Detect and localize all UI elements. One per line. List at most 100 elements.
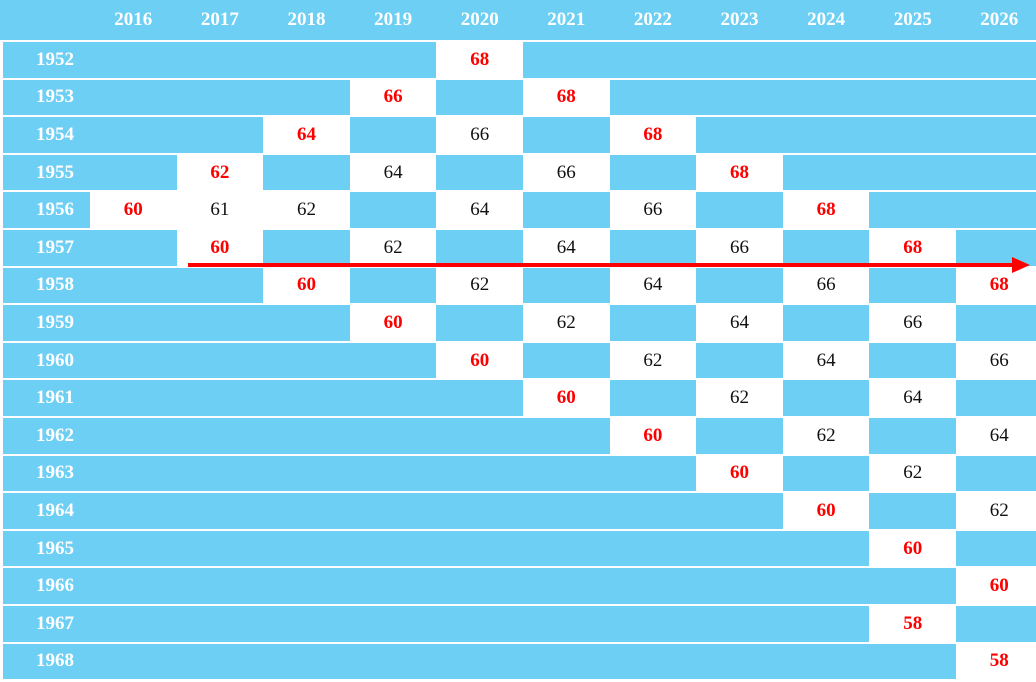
row-year-1954: 1954 <box>36 123 74 145</box>
empty-cell <box>176 380 264 416</box>
empty-cell <box>869 117 957 153</box>
age-value-cell: 58 <box>869 606 956 642</box>
empty-cell <box>782 230 870 266</box>
column-header-2023: 2023 <box>720 9 759 30</box>
age-value-cell: 60 <box>782 493 870 529</box>
empty-cell <box>523 530 611 567</box>
empty-cell <box>782 305 870 341</box>
header-row-background <box>0 0 1036 40</box>
empty-cell <box>782 79 870 116</box>
empty-cell <box>436 418 524 454</box>
empty-cell <box>263 606 351 642</box>
empty-cell <box>176 342 264 379</box>
row-year-1960: 1960 <box>36 349 74 371</box>
empty-cell <box>609 79 697 116</box>
column-header-2021: 2021 <box>547 9 586 30</box>
empty-cell <box>782 380 870 416</box>
empty-cell <box>176 643 264 680</box>
age-value-cell: 62 <box>349 230 437 266</box>
age-value-cell: 64 <box>263 117 350 153</box>
age-value-cell: 66 <box>609 192 697 228</box>
empty-cell <box>349 380 437 416</box>
empty-cell <box>436 530 524 567</box>
row-year-1966: 1966 <box>36 575 74 597</box>
empty-cell <box>349 606 437 642</box>
age-value-cell: 60 <box>609 418 697 454</box>
empty-cell <box>263 42 351 78</box>
age-value-cell: 66 <box>869 305 956 341</box>
empty-cell <box>609 568 697 604</box>
empty-cell <box>176 267 264 304</box>
age-value-cell: 68 <box>869 230 956 266</box>
empty-cell <box>956 192 1036 228</box>
empty-cell <box>609 42 697 78</box>
empty-cell <box>609 154 697 191</box>
empty-cell <box>782 455 870 492</box>
empty-cell <box>349 267 437 304</box>
empty-cell <box>90 493 178 529</box>
row-year-1953: 1953 <box>36 86 74 108</box>
row-label-cell <box>3 267 90 304</box>
empty-cell <box>696 192 784 228</box>
row-label-cell <box>3 117 90 153</box>
age-value-cell: 64 <box>436 192 523 228</box>
age-value-cell: 66 <box>696 230 783 266</box>
empty-cell <box>176 568 264 604</box>
empty-cell <box>782 643 870 680</box>
empty-cell <box>176 530 264 567</box>
empty-cell <box>523 267 611 304</box>
age-value-cell: 62 <box>176 154 264 191</box>
empty-cell <box>263 230 351 266</box>
empty-cell <box>436 79 524 116</box>
age-value-cell: 66 <box>782 267 870 304</box>
row-year-1959: 1959 <box>36 311 74 333</box>
empty-cell <box>523 568 611 604</box>
column-header-2017: 2017 <box>200 9 239 30</box>
row-year-1967: 1967 <box>36 612 74 634</box>
empty-cell <box>349 418 437 454</box>
empty-cell <box>609 606 697 642</box>
empty-cell <box>90 79 178 116</box>
age-value-cell: 66 <box>436 117 523 153</box>
empty-cell <box>523 493 611 529</box>
row-label-cell <box>3 42 90 78</box>
age-value-cell: 60 <box>176 230 264 266</box>
empty-cell <box>90 154 178 191</box>
empty-cell <box>349 455 437 492</box>
empty-cell <box>523 606 611 642</box>
empty-cell <box>349 568 437 604</box>
empty-cell <box>609 530 697 567</box>
empty-cell <box>696 117 784 153</box>
age-value-cell: 66 <box>523 154 610 191</box>
empty-cell <box>696 606 784 642</box>
empty-cell <box>869 418 957 454</box>
empty-cell <box>696 267 784 304</box>
age-value-cell: 62 <box>782 418 870 454</box>
age-value-cell: 64 <box>696 305 783 341</box>
empty-cell <box>436 455 524 492</box>
empty-cell <box>869 154 957 191</box>
empty-cell <box>696 493 784 529</box>
empty-cell <box>176 79 264 116</box>
column-header-2018: 2018 <box>287 9 326 30</box>
empty-cell <box>869 42 957 78</box>
empty-cell <box>349 42 437 78</box>
empty-cell <box>349 530 437 567</box>
empty-cell <box>956 606 1036 642</box>
row-year-1964: 1964 <box>36 499 74 521</box>
column-header-2019: 2019 <box>374 9 413 30</box>
empty-cell <box>609 493 697 529</box>
age-value-cell: 60 <box>956 568 1036 604</box>
row-year-1965: 1965 <box>36 537 74 559</box>
empty-cell <box>90 568 178 604</box>
empty-cell <box>436 154 524 191</box>
empty-cell <box>869 192 957 228</box>
empty-cell <box>90 42 178 78</box>
empty-cell <box>869 493 957 529</box>
row-label-cell <box>3 230 90 266</box>
age-value-cell: 62 <box>609 342 697 379</box>
row-label-cell <box>3 493 90 529</box>
empty-cell <box>176 117 264 153</box>
age-value-cell: 68 <box>782 192 870 228</box>
